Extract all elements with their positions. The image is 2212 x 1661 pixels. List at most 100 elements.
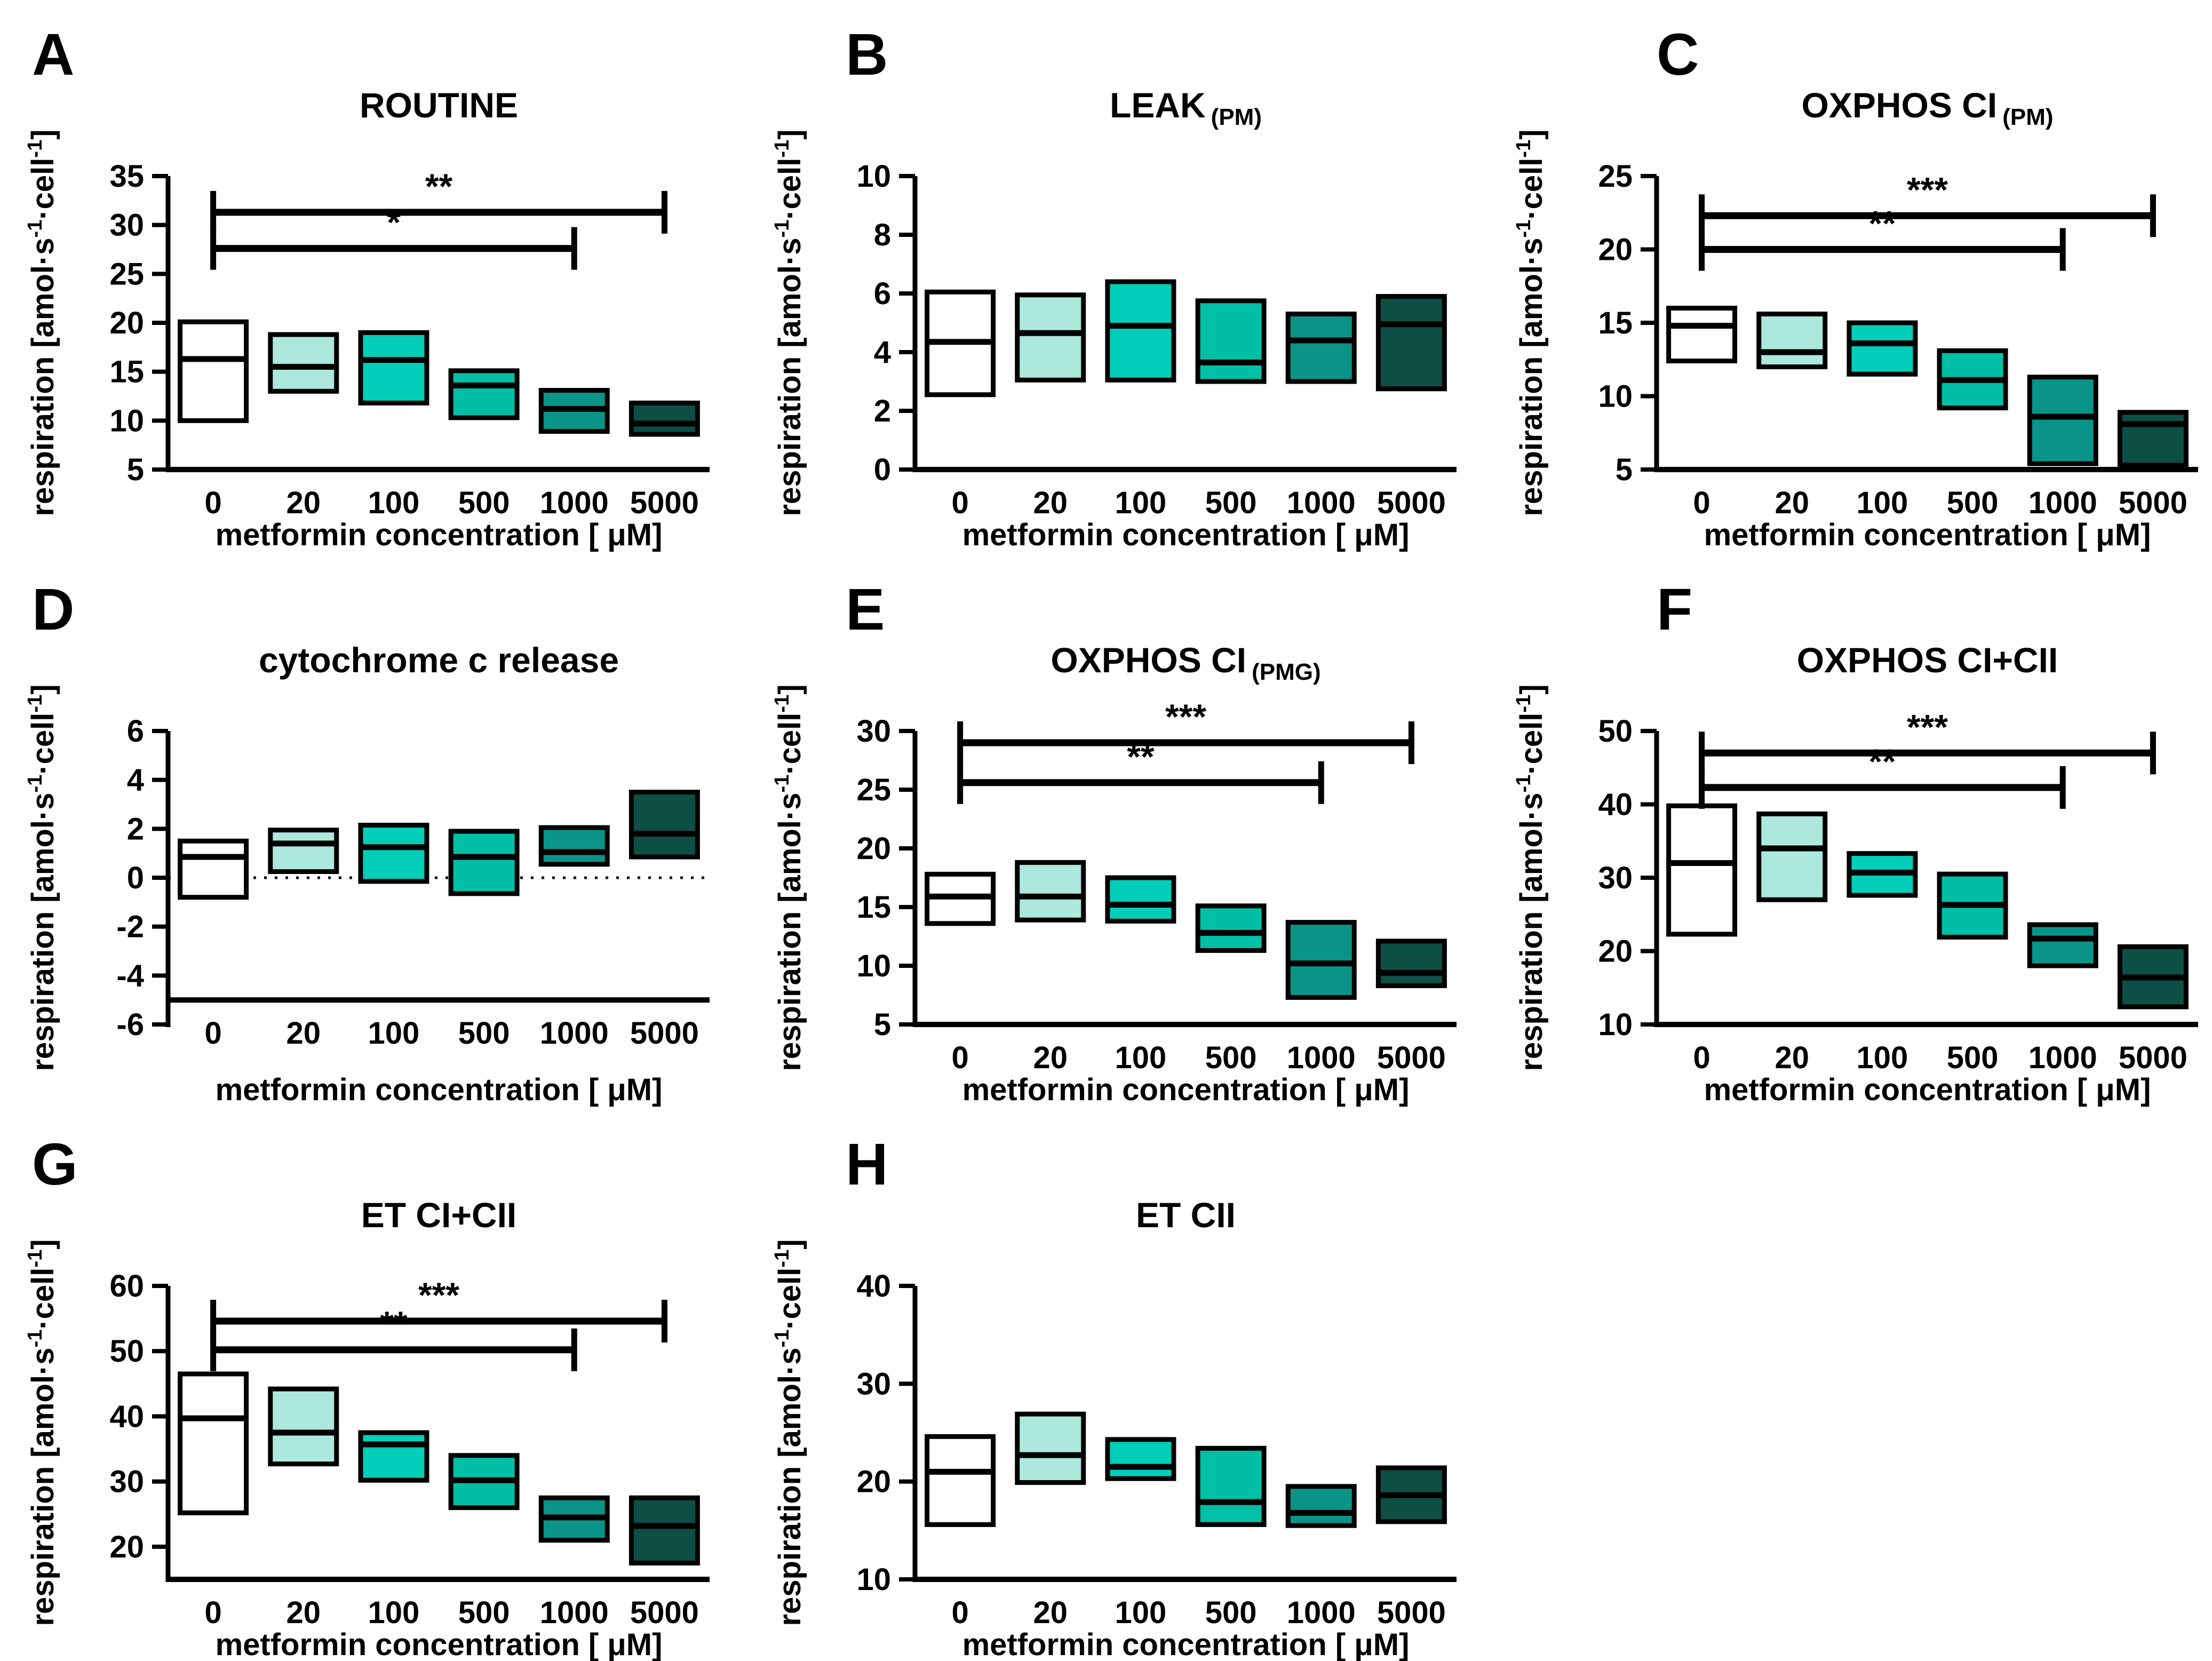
- y-axis-label-post: ]: [773, 129, 807, 139]
- y-axis-label-post: ]: [1514, 684, 1549, 694]
- y-axis-label-pre: respiration [amol·s: [26, 1347, 60, 1626]
- floating-bar: [1195, 1445, 1267, 1527]
- y-axis-label-pre: respiration [amol·s: [1514, 792, 1549, 1071]
- panel-h: H ET CII 10 20 30 40 respiration [amol·s-1·cel…: [747, 1110, 1470, 1661]
- panel-e: E OXPHOS CI (PMG) 5 10 15 20 25 30 respiration [a…: [747, 555, 1470, 1110]
- y-tick-label: 0: [874, 452, 891, 487]
- y-tick-label: 10: [856, 1562, 891, 1597]
- y-tick-label: 15: [109, 355, 144, 390]
- floating-bar: [1756, 312, 1828, 369]
- panel-g: G ET CI+CII 20 30 40 50 60 respiration [amol·s-…: [0, 1110, 723, 1661]
- panel-letter: G: [32, 1132, 78, 1197]
- x-category-label: 20: [1033, 1040, 1068, 1075]
- y-axis-label-post: ]: [1514, 129, 1549, 139]
- y-axis-label: respiration [amol·s-1·cell-1]: [771, 684, 807, 1071]
- floating-bar: [1015, 292, 1086, 383]
- x-category-label: 500: [1947, 486, 1999, 520]
- x-category-label: 500: [1205, 1595, 1257, 1630]
- y-axis-label-post: ]: [26, 684, 60, 694]
- x-category-label: 20: [286, 486, 321, 520]
- floating-bar: [2027, 922, 2098, 968]
- y-tick-label: 5: [127, 452, 144, 487]
- y-tick-label: 15: [1598, 306, 1633, 340]
- y-axis-label-post: ]: [773, 684, 807, 694]
- floating-bar: [1285, 1484, 1357, 1528]
- chart-title-main: ET CII: [1136, 1195, 1236, 1235]
- y-tick-label: 10: [1598, 379, 1633, 414]
- y-tick-label: 30: [856, 1366, 891, 1401]
- floating-bar: [925, 1434, 996, 1527]
- panel-letter: D: [32, 577, 74, 642]
- y-tick-label: 20: [856, 1465, 891, 1499]
- x-category-label: 5000: [2119, 486, 2187, 520]
- y-tick-label: -4: [116, 958, 144, 993]
- floating-bar: [1105, 1437, 1176, 1481]
- y-axis-label: respiration [amol·s-1·cell-1]: [24, 129, 60, 516]
- x-category-label: 5000: [630, 1016, 699, 1051]
- floating-bar: [1285, 312, 1357, 384]
- y-tick-label: 5: [874, 1007, 891, 1042]
- x-category-label: 1000: [1287, 1040, 1356, 1075]
- y-axis-label-sup1: -1: [24, 220, 46, 238]
- chart-title-main: OXPHOS CI: [1801, 85, 1997, 125]
- floating-bar: [358, 1430, 429, 1483]
- y-tick-label: 0: [127, 861, 144, 895]
- x-category-label: 5000: [1377, 1595, 1446, 1630]
- y-axis-label: respiration [amol·s-1·cell-1]: [771, 1239, 807, 1626]
- y-tick-label: 30: [109, 1465, 144, 1499]
- y-axis-label-post: ]: [26, 129, 60, 139]
- y-axis-label: respiration [amol·s-1·cell-1]: [1513, 684, 1549, 1071]
- x-category-label: 500: [458, 1016, 510, 1051]
- x-axis-label: metformin concentration [ μM]: [962, 1627, 1410, 1661]
- y-axis-label-post: ]: [773, 1239, 807, 1249]
- y-axis-label-sup1: -1: [771, 775, 793, 793]
- floating-bar: [1666, 803, 1738, 937]
- significance-stars: **: [1127, 737, 1155, 776]
- chart-title-main: ET CI+CII: [361, 1195, 517, 1235]
- chart-title-main: OXPHOS CI+CII: [1797, 640, 2058, 680]
- y-tick-label: 50: [1598, 714, 1633, 749]
- floating-bar: [1666, 306, 1738, 363]
- y-axis-label-pre: respiration [amol·s: [773, 792, 807, 1071]
- chart-title: OXPHOS CI (PMG): [1051, 640, 1320, 685]
- y-tick-label: 40: [1598, 788, 1633, 822]
- y-tick-label: 8: [874, 218, 891, 252]
- chart-title: ET CI+CII: [361, 1195, 517, 1235]
- y-axis-label-mid: ·cell: [773, 158, 807, 220]
- y-axis-label-mid: ·cell: [26, 713, 60, 775]
- chart-title: LEAK (PM): [1110, 85, 1262, 130]
- y-tick-label: 5: [1616, 452, 1633, 487]
- x-category-label: 1000: [540, 486, 609, 520]
- y-tick-label: 10: [856, 949, 891, 983]
- y-axis-label-sup2: -1: [1513, 695, 1535, 713]
- floating-bar: [358, 822, 429, 884]
- chart-title: OXPHOS CI+CII: [1797, 640, 2058, 680]
- y-tick-label: 40: [856, 1269, 891, 1304]
- y-tick-label: 2: [874, 394, 891, 428]
- y-axis-label-pre: respiration [amol·s: [1514, 237, 1549, 516]
- x-category-label: 1000: [2028, 1040, 2097, 1075]
- y-tick-label: 20: [1598, 934, 1633, 969]
- chart-title-subscript: (PM): [2002, 104, 2053, 130]
- x-category-label: 500: [1205, 486, 1257, 520]
- x-category-label: 0: [1693, 486, 1710, 520]
- significance-stars: **: [425, 166, 453, 206]
- x-category-label: 100: [1115, 1595, 1167, 1630]
- y-axis-label-sup1: -1: [771, 220, 793, 238]
- floating-bar: [1847, 320, 1918, 377]
- significance-stars: ***: [418, 1275, 459, 1315]
- floating-bar: [1375, 294, 1447, 392]
- panel-letter: E: [846, 577, 885, 642]
- floating-bar: [1285, 920, 1357, 1000]
- panel-letter: A: [32, 22, 74, 88]
- significance-stars: **: [1868, 742, 1896, 781]
- floating-bar: [2117, 410, 2189, 468]
- x-category-label: 20: [1775, 1040, 1809, 1075]
- chart-title-main: ROUTINE: [360, 85, 518, 125]
- floating-bar: [2027, 375, 2098, 466]
- x-axis-label: metformin concentration [ μM]: [962, 1072, 1410, 1107]
- chart-title: cytochrome c release: [259, 640, 619, 680]
- y-axis-label-sup2: -1: [24, 695, 46, 713]
